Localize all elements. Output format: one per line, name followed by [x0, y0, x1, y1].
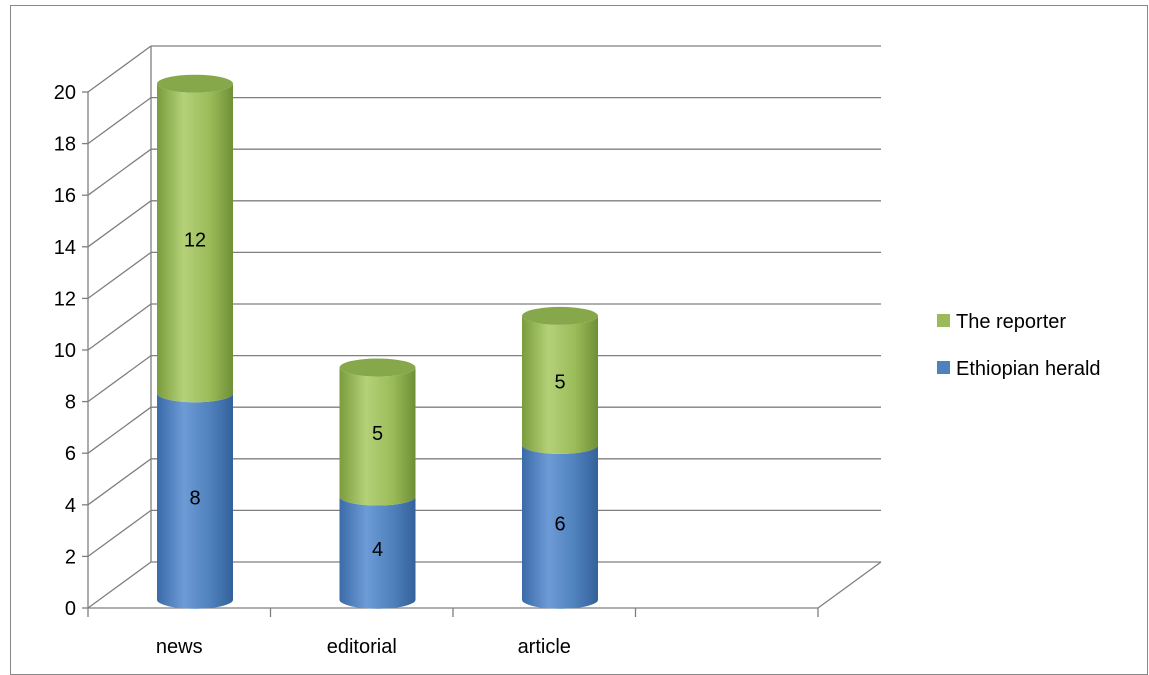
wall-diagonal — [87, 251, 152, 299]
y-tick-label: 16 — [54, 185, 76, 207]
x-tick-label-article: article — [518, 636, 571, 658]
bar-the-reporter-article — [522, 315, 598, 454]
y-tick-label: 0 — [65, 598, 76, 620]
wall-diagonal — [87, 355, 152, 403]
bar-ethiopian-herald-news — [157, 393, 233, 609]
data-label: 8 — [189, 488, 200, 510]
legend-swatch-the-reporter — [937, 314, 950, 327]
data-label: 6 — [554, 513, 565, 535]
bar-ethiopian-herald-editorial — [339, 496, 416, 609]
floor-right-edge — [817, 561, 882, 609]
wall-diagonal — [87, 406, 152, 454]
data-label: 5 — [554, 371, 565, 393]
y-tick-label: 20 — [54, 82, 76, 104]
bar-the-reporter-editorial — [339, 367, 416, 506]
legend-entry-the-reporter: The reporter — [956, 311, 1066, 333]
y-tick-label: 2 — [65, 546, 76, 568]
wall-diagonal — [87, 509, 152, 557]
data-label: 5 — [372, 423, 383, 445]
wall-diagonal — [87, 148, 152, 196]
y-tick-label: 14 — [54, 237, 76, 259]
data-label: 4 — [372, 539, 383, 561]
x-tick-label-news: news — [156, 636, 203, 658]
wall-diagonal — [87, 458, 152, 506]
legend-entry-ethiopian-herald: Ethiopian herald — [956, 358, 1101, 380]
bar-top-news — [157, 74, 233, 93]
bar-ethiopian-herald-article — [522, 444, 598, 609]
bar-top-article — [522, 306, 598, 325]
y-tick-label: 18 — [54, 134, 76, 156]
bar-the-reporter-news — [157, 83, 233, 403]
y-tick-label: 8 — [65, 392, 76, 414]
y-tick-label: 12 — [54, 288, 76, 310]
y-tick-label: 4 — [65, 495, 76, 517]
legend-swatch-ethiopian-herald — [937, 361, 950, 374]
wall-diagonal — [87, 97, 152, 145]
wall-diagonal — [87, 45, 152, 93]
y-tick-label: 10 — [54, 340, 76, 362]
y-tick-label: 6 — [65, 443, 76, 465]
x-tick-label-editorial: editorial — [327, 636, 397, 658]
wall-diagonal — [87, 561, 152, 609]
wall-diagonal — [87, 200, 152, 248]
data-label: 12 — [184, 230, 206, 252]
wall-diagonal — [87, 303, 152, 351]
bar-top-editorial — [339, 358, 416, 377]
